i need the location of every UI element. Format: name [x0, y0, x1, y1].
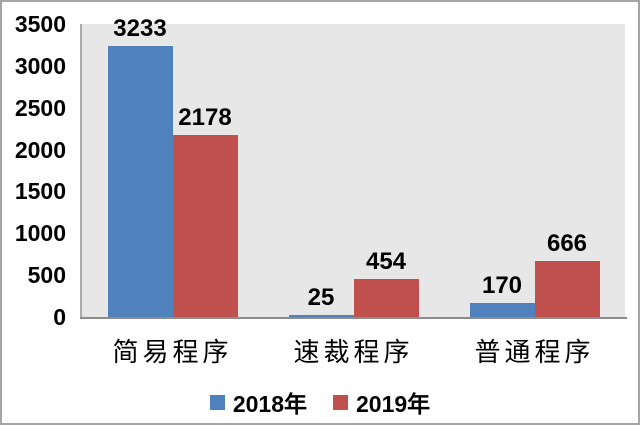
- legend-item: 2019年: [333, 385, 430, 419]
- bar-value-label: 25: [307, 283, 335, 311]
- y-tick-label: 3500: [14, 11, 66, 37]
- y-tick-label: 500: [27, 262, 66, 289]
- bars-layer: 3233 2178 25 454 170 666: [82, 15, 625, 317]
- category-label: 速裁程序: [293, 337, 414, 367]
- x-axis-category-labels: 简易程序 速裁程序 普通程序: [82, 335, 625, 369]
- y-tick-label: 3000: [14, 52, 66, 79]
- x-axis-line: [80, 317, 627, 319]
- y-tick-label: 1500: [14, 178, 66, 205]
- bar-value-label: 666: [546, 230, 588, 258]
- category-label: 普通程序: [474, 337, 595, 367]
- category-label: 简易程序: [112, 337, 233, 367]
- y-axis: 0 500 1000 1500 2000 2500 3000 3500: [2, 2, 68, 423]
- bar-series2-cat3: [534, 261, 600, 317]
- bar-series1-cat3: [469, 302, 535, 317]
- legend-swatch-icon: [209, 394, 225, 410]
- legend-swatch-icon: [333, 394, 348, 410]
- legend: 2018年 2019年: [2, 385, 638, 419]
- y-axis-line: [80, 24, 82, 318]
- y-tick-label: 0: [53, 304, 66, 330]
- bar-value-label: 3233: [113, 15, 167, 43]
- legend-label: 2018年: [232, 391, 307, 417]
- legend-item: 2018年: [209, 385, 307, 419]
- bar-value-label: 2178: [178, 103, 232, 131]
- bar-series1-cat2: [288, 314, 354, 317]
- bar-series2-cat1: [172, 134, 238, 317]
- bar-value-label: 170: [481, 271, 523, 299]
- y-tick-label: 2000: [14, 136, 66, 163]
- bar-value-label: 454: [365, 247, 407, 275]
- bar-series1-cat1: [107, 46, 173, 317]
- y-tick-label: 1000: [14, 220, 66, 247]
- y-tick-label: 2500: [14, 94, 66, 121]
- legend-label: 2019年: [356, 391, 431, 417]
- bar-series2-cat2: [353, 279, 419, 317]
